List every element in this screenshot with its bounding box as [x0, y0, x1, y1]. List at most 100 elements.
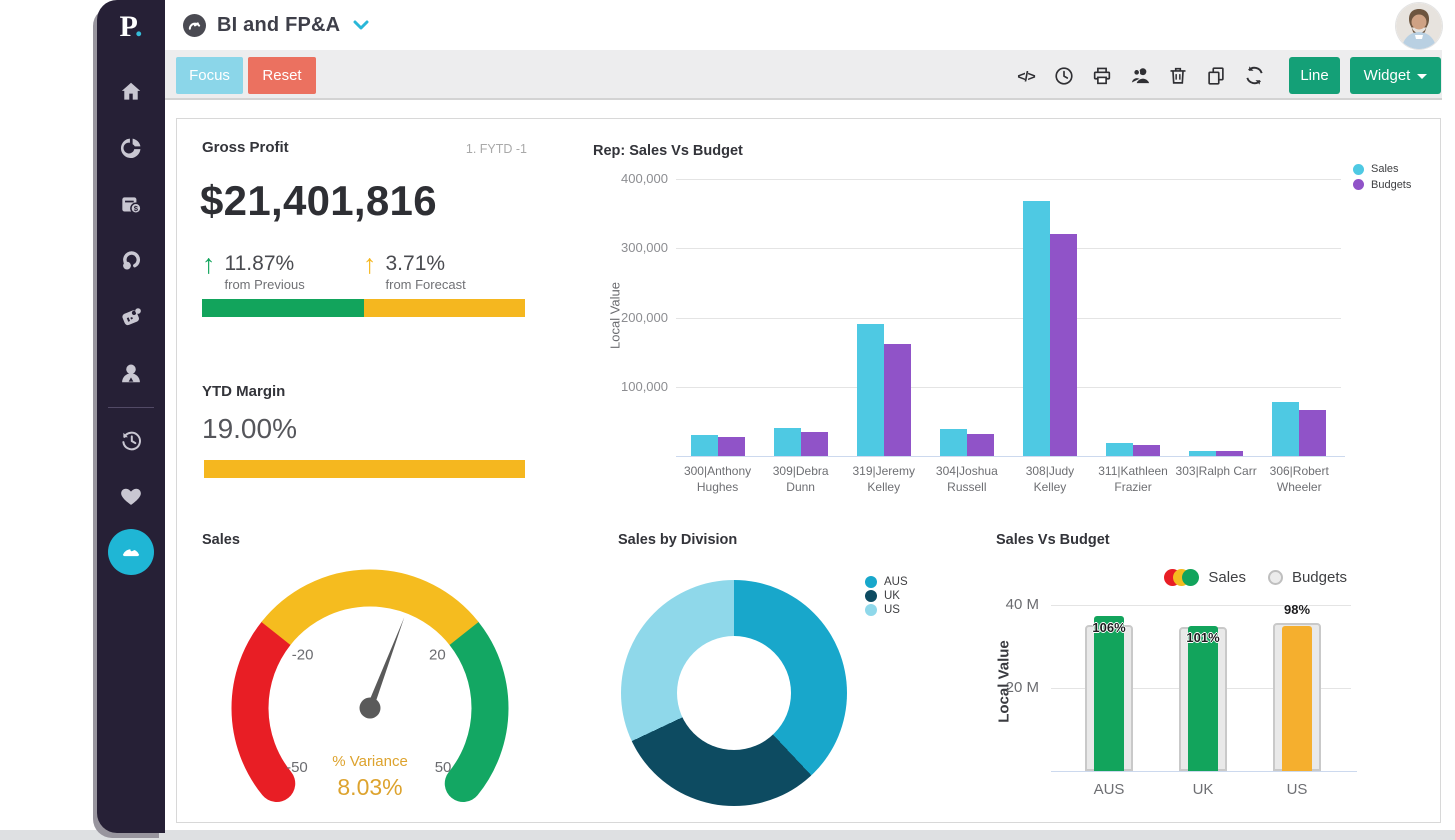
rep-bar-budgets	[1049, 234, 1077, 456]
rep-chart-title: Rep: Sales Vs Budget	[593, 143, 743, 159]
rep-bar-sales	[1272, 401, 1300, 456]
kpi-period-badge: 1. FYTD -1	[465, 142, 527, 156]
rep-legend-dot	[1353, 163, 1364, 175]
reset-button[interactable]: Reset	[248, 57, 316, 94]
toolbar-icon-group: </>	[1014, 57, 1266, 94]
sidebar-item-favorites[interactable]	[107, 472, 155, 520]
chevron-down-icon[interactable]	[353, 18, 369, 36]
rep-bar-sales	[1022, 201, 1050, 456]
rep-ytick-label: 400,000	[621, 171, 668, 186]
rep-xaxis-label: 309|Debra Dunn	[772, 464, 829, 494]
history-icon	[119, 428, 144, 453]
kpi-delta-previous: ↑ 11.87% from Previous	[202, 249, 305, 293]
bullet-legend: Sales Budgets	[1137, 569, 1347, 586]
rep-xaxis-label: 306|Robert Wheeler	[1269, 464, 1329, 494]
sidebar-item-analytics[interactable]	[107, 124, 155, 172]
rep-xaxis-label: 300|Anthony Hughes	[683, 464, 752, 494]
rep-bar-sales	[856, 324, 884, 456]
print-icon[interactable]	[1090, 64, 1114, 88]
rep-gridline	[676, 248, 1341, 250]
svg-text:20: 20	[429, 647, 446, 664]
sidebar-item-invoices[interactable]: $	[107, 181, 155, 229]
donut-chart-title: Sales by Division	[618, 532, 738, 548]
rep-ytick-label: 200,000	[621, 309, 668, 325]
svg-text:$: $	[134, 204, 139, 213]
sales-legend-marker	[1164, 569, 1200, 586]
toolbar: Focus Reset </> Line Widget	[165, 50, 1442, 100]
caret-down-icon	[1417, 73, 1428, 79]
rep-bar-sales	[939, 428, 967, 456]
legend-sales[interactable]: Sales	[1164, 569, 1246, 586]
bullet-x-axis	[1051, 771, 1357, 772]
sidebar-item-customers[interactable]	[107, 349, 155, 397]
rep-legend-item[interactable]: Budgets	[1353, 179, 1411, 191]
rep-legend-label: Sales	[1371, 163, 1399, 175]
bullet-xaxis-label: AUS	[1093, 781, 1125, 798]
ytd-margin-title: YTD Margin	[202, 383, 286, 400]
sidebar-item-home[interactable]	[107, 68, 155, 116]
kpi-progress-yellow	[363, 299, 525, 317]
legend-sales-label: Sales	[1208, 569, 1246, 586]
bullet-ytick-label: 20 M	[1005, 679, 1039, 696]
dashboard-icon	[118, 537, 144, 568]
sidebar-divider	[108, 407, 154, 408]
bullet-bar-sales	[1282, 626, 1312, 771]
gauge-chart-title: Sales	[202, 532, 240, 548]
rep-xaxis-label: 308|Judy Kelley	[1025, 464, 1075, 494]
donut-legend-label: US	[884, 603, 900, 616]
sidebar-item-history[interactable]	[107, 416, 155, 464]
kpi-delta-previous-pct: 11.87%	[224, 252, 295, 275]
rep-xaxis-label: 303|Ralph Carr	[1175, 464, 1257, 478]
copy-icon[interactable]	[1204, 64, 1228, 88]
top-header: BI and FP&A	[165, 0, 1455, 50]
ytd-margin-value: 19.00%	[202, 413, 297, 444]
rep-legend-label: Budgets	[1371, 178, 1412, 191]
refresh-icon[interactable]	[1242, 64, 1266, 88]
rep-bar-budgets	[800, 431, 828, 456]
user-icon	[118, 360, 144, 386]
legend-budgets-label: Budgets	[1291, 569, 1347, 586]
line-button[interactable]: Line	[1289, 57, 1340, 94]
ytd-progress-bar	[204, 460, 525, 478]
donut-hole	[677, 636, 791, 750]
donut-legend-label: AUS	[884, 576, 908, 588]
donut-legend-item[interactable]: AUS	[865, 576, 908, 588]
donut-legend-label: UK	[884, 589, 900, 602]
rep-legend-item[interactable]: Sales	[1353, 163, 1399, 175]
donut-legend-dot	[865, 589, 877, 602]
dashboard-gauge-icon	[183, 13, 206, 37]
code-icon[interactable]: </>	[1017, 67, 1035, 84]
app-logo[interactable]: P.	[119, 10, 143, 43]
svg-text:-50: -50	[286, 759, 308, 776]
kpi-delta-forecast-label: from Forecast	[385, 277, 466, 292]
kpi-value: $21,401,816	[200, 177, 437, 224]
sidebar-item-rebates[interactable]	[107, 237, 155, 285]
rep-bar-sales	[1189, 451, 1217, 456]
users-icon[interactable]	[1128, 64, 1152, 88]
legend-budgets[interactable]: Budgets	[1267, 569, 1347, 586]
rep-bar-sales	[773, 427, 801, 456]
kpi-progress-green	[202, 299, 364, 317]
up-arrow-green-icon: ↑	[202, 249, 216, 279]
rebates-icon	[118, 248, 144, 274]
sidebar-item-dashboards[interactable]	[108, 529, 154, 575]
donut-legend-item[interactable]: US	[865, 603, 900, 616]
gauge-caption: % Variance	[332, 753, 408, 770]
user-avatar[interactable]	[1396, 3, 1442, 49]
bullet-chart-title: Sales Vs Budget	[996, 532, 1110, 548]
rep-gridline	[676, 179, 1341, 180]
kpi-delta-previous-label: from Previous	[224, 277, 305, 292]
rep-bar-budgets	[1216, 451, 1244, 456]
donut-legend-item[interactable]: UK	[865, 589, 900, 602]
focus-button[interactable]: Focus	[176, 57, 243, 94]
widget-button-label: Widget	[1363, 67, 1411, 84]
bullet-gridline	[1051, 605, 1351, 606]
trash-icon[interactable]	[1166, 64, 1190, 88]
kpi-progress-bar	[202, 299, 525, 317]
kpi-delta-forecast: ↑ 3.71% from Forecast	[363, 251, 466, 293]
widget-button[interactable]: Widget	[1350, 57, 1441, 94]
kpi-title: Gross Profit	[202, 139, 289, 156]
svg-text:-20: -20	[292, 647, 314, 664]
sidebar-item-pricing[interactable]	[107, 293, 155, 341]
clock-icon[interactable]	[1052, 64, 1076, 88]
